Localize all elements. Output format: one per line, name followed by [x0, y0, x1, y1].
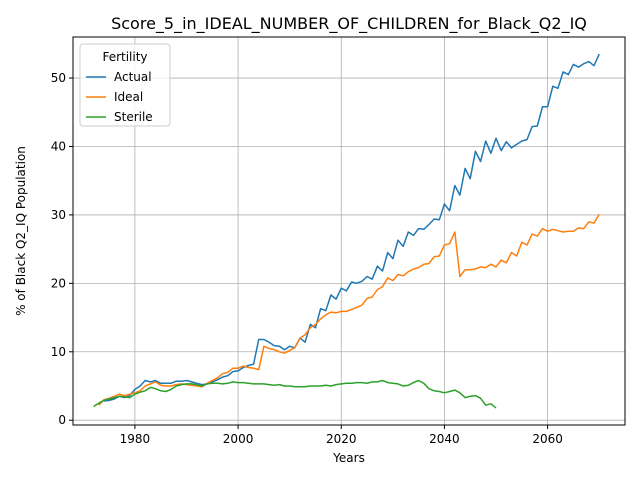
chart-title: Score_5_in_IDEAL_NUMBER_OF_CHILDREN_for_…	[111, 14, 587, 34]
x-tick-label: 2000	[223, 432, 254, 446]
x-tick-label: 1980	[120, 432, 151, 446]
series-line-actual	[103, 53, 600, 402]
legend: Fertility Actual Ideal Sterile	[79, 43, 171, 127]
y-tick-label: 20	[51, 276, 66, 290]
legend-label: Sterile	[114, 110, 153, 124]
y-tick-label: 10	[51, 345, 66, 359]
y-axis-ticks: 0 10 20 30 40 50	[51, 71, 73, 427]
plot-frame	[72, 36, 626, 426]
legend-label: Actual	[114, 70, 152, 84]
x-tick-label: 2060	[532, 432, 563, 446]
x-axis-ticks: 1980 2000 2020 2040 2060	[120, 425, 563, 446]
x-axis-label: Years	[332, 451, 365, 465]
y-axis-label: % of Black Q2_IQ Population	[14, 146, 28, 316]
legend-label: Ideal	[114, 90, 143, 104]
legend-box	[79, 43, 171, 127]
x-tick-label: 2040	[429, 432, 460, 446]
y-tick-label: 40	[51, 139, 66, 153]
y-tick-label: 50	[51, 71, 66, 85]
y-tick-label: 30	[51, 208, 66, 222]
series-group	[93, 53, 600, 409]
y-tick-label: 0	[58, 413, 66, 427]
series-line-sterile	[93, 379, 497, 409]
x-tick-label: 2020	[326, 432, 357, 446]
grid-lines	[73, 37, 625, 425]
legend-title: Fertility	[102, 50, 147, 64]
